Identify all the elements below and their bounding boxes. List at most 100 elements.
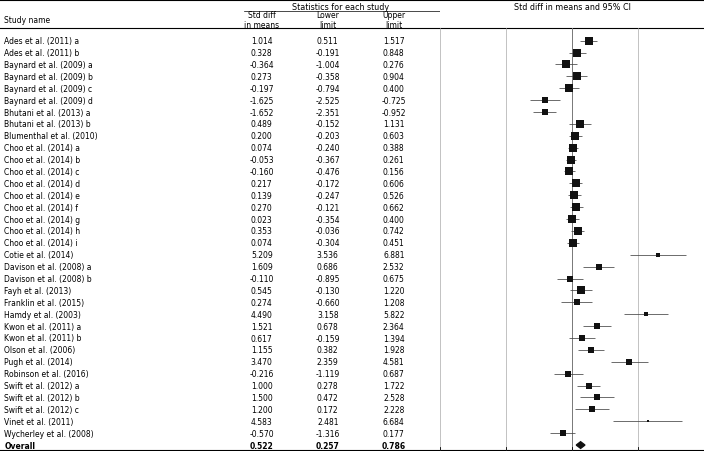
Text: Statistics for each study: Statistics for each study bbox=[292, 3, 389, 12]
Text: Choo et al. (2014) i: Choo et al. (2014) i bbox=[4, 239, 78, 248]
Text: 1.220: 1.220 bbox=[383, 286, 405, 295]
Text: Choo et al. (2014) e: Choo et al. (2014) e bbox=[4, 191, 80, 200]
Text: Choo et al. (2014) b: Choo et al. (2014) b bbox=[4, 156, 80, 165]
Text: 0.156: 0.156 bbox=[383, 168, 405, 177]
Text: 1.517: 1.517 bbox=[383, 37, 405, 46]
Text: -0.110: -0.110 bbox=[250, 274, 274, 283]
Text: Ades et al. (2011) b: Ades et al. (2011) b bbox=[4, 49, 80, 58]
Text: 0.489: 0.489 bbox=[251, 120, 272, 129]
Text: -0.172: -0.172 bbox=[315, 179, 340, 189]
Text: Kwon et al. (2011) b: Kwon et al. (2011) b bbox=[4, 334, 82, 343]
Text: -0.660: -0.660 bbox=[315, 298, 340, 307]
Text: -0.121: -0.121 bbox=[315, 203, 340, 212]
Text: Choo et al. (2014) g: Choo et al. (2014) g bbox=[4, 215, 80, 224]
Text: 0.617: 0.617 bbox=[251, 334, 272, 343]
Text: Std diff in means and 95% CI: Std diff in means and 95% CI bbox=[513, 3, 631, 12]
Text: 0.472: 0.472 bbox=[317, 393, 339, 402]
Text: -0.197: -0.197 bbox=[249, 84, 274, 93]
Text: Baynard et al. (2009) d: Baynard et al. (2009) d bbox=[4, 97, 93, 106]
Text: -0.203: -0.203 bbox=[315, 132, 340, 141]
Text: 1.014: 1.014 bbox=[251, 37, 272, 46]
Text: Baynard et al. (2009) b: Baynard et al. (2009) b bbox=[4, 73, 93, 82]
Text: Davison et al. (2008) b: Davison et al. (2008) b bbox=[4, 274, 92, 283]
Text: -0.191: -0.191 bbox=[315, 49, 340, 58]
Text: -0.160: -0.160 bbox=[249, 168, 274, 177]
Text: 0.217: 0.217 bbox=[251, 179, 272, 189]
Text: Vinet et al. (2011): Vinet et al. (2011) bbox=[4, 417, 74, 426]
Text: -0.247: -0.247 bbox=[315, 191, 340, 200]
Text: Blumenthal et al. (2010): Blumenthal et al. (2010) bbox=[4, 132, 98, 141]
Text: 0.177: 0.177 bbox=[383, 429, 405, 437]
Text: 0.742: 0.742 bbox=[383, 227, 405, 236]
Text: 0.139: 0.139 bbox=[251, 191, 272, 200]
Text: -2.525: -2.525 bbox=[315, 97, 340, 106]
Text: 0.274: 0.274 bbox=[251, 298, 272, 307]
Text: 0.273: 0.273 bbox=[251, 73, 272, 82]
Text: 1.155: 1.155 bbox=[251, 345, 272, 354]
Text: 1.200: 1.200 bbox=[251, 405, 272, 414]
Text: 6.684: 6.684 bbox=[383, 417, 405, 426]
Text: -1.119: -1.119 bbox=[315, 369, 340, 378]
Text: Robinson et al. (2016): Robinson et al. (2016) bbox=[4, 369, 89, 378]
Text: -0.895: -0.895 bbox=[315, 274, 340, 283]
Text: Cotie et al. (2014): Cotie et al. (2014) bbox=[4, 251, 74, 260]
Text: 0.786: 0.786 bbox=[382, 441, 406, 450]
Text: -0.216: -0.216 bbox=[250, 369, 274, 378]
Text: 2.364: 2.364 bbox=[383, 322, 405, 331]
Text: -0.794: -0.794 bbox=[315, 84, 340, 93]
Text: 0.511: 0.511 bbox=[317, 37, 339, 46]
Text: Swift et al. (2012) b: Swift et al. (2012) b bbox=[4, 393, 80, 402]
Text: 0.400: 0.400 bbox=[383, 84, 405, 93]
Text: 0.686: 0.686 bbox=[317, 262, 339, 272]
Text: Swift et al. (2012) c: Swift et al. (2012) c bbox=[4, 405, 80, 414]
Text: Olson et al. (2006): Olson et al. (2006) bbox=[4, 345, 75, 354]
Text: -0.358: -0.358 bbox=[315, 73, 340, 82]
Text: -0.570: -0.570 bbox=[249, 429, 274, 437]
Text: -0.036: -0.036 bbox=[315, 227, 340, 236]
Text: 1.000: 1.000 bbox=[251, 381, 272, 390]
Text: 2.359: 2.359 bbox=[317, 358, 339, 367]
Text: 0.545: 0.545 bbox=[251, 286, 272, 295]
Text: Bhutani et al. (2013) a: Bhutani et al. (2013) a bbox=[4, 108, 91, 117]
Text: 5.822: 5.822 bbox=[383, 310, 405, 319]
Text: -0.152: -0.152 bbox=[315, 120, 340, 129]
Text: 3.536: 3.536 bbox=[317, 251, 339, 260]
Text: -2.351: -2.351 bbox=[315, 108, 340, 117]
Text: 0.662: 0.662 bbox=[383, 203, 405, 212]
Text: -0.725: -0.725 bbox=[382, 97, 406, 106]
Text: -0.130: -0.130 bbox=[315, 286, 340, 295]
Text: Choo et al. (2014) c: Choo et al. (2014) c bbox=[4, 168, 80, 177]
Polygon shape bbox=[577, 442, 585, 448]
Text: 0.328: 0.328 bbox=[251, 49, 272, 58]
Text: 0.687: 0.687 bbox=[383, 369, 405, 378]
Text: 0.526: 0.526 bbox=[383, 191, 405, 200]
Text: 0.451: 0.451 bbox=[383, 239, 405, 248]
Text: 0.023: 0.023 bbox=[251, 215, 272, 224]
Text: 3.158: 3.158 bbox=[317, 310, 339, 319]
Text: 0.522: 0.522 bbox=[250, 441, 274, 450]
Text: 0.675: 0.675 bbox=[383, 274, 405, 283]
Text: Choo et al. (2014) a: Choo et al. (2014) a bbox=[4, 144, 80, 153]
Text: 1.722: 1.722 bbox=[383, 381, 405, 390]
Text: -1.316: -1.316 bbox=[315, 429, 340, 437]
Text: 4.581: 4.581 bbox=[383, 358, 405, 367]
Text: Study name: Study name bbox=[4, 16, 51, 25]
Text: 0.257: 0.257 bbox=[316, 441, 340, 450]
Text: 1.609: 1.609 bbox=[251, 262, 272, 272]
Text: Choo et al. (2014) d: Choo et al. (2014) d bbox=[4, 179, 80, 189]
Text: Kwon et al. (2011) a: Kwon et al. (2011) a bbox=[4, 322, 82, 331]
Text: -0.367: -0.367 bbox=[315, 156, 340, 165]
Text: 1.500: 1.500 bbox=[251, 393, 272, 402]
Text: -0.354: -0.354 bbox=[315, 215, 340, 224]
Text: Std diff
in means: Std diff in means bbox=[244, 10, 279, 30]
Text: Baynard et al. (2009) a: Baynard et al. (2009) a bbox=[4, 61, 93, 70]
Text: Wycherley et al. (2008): Wycherley et al. (2008) bbox=[4, 429, 94, 437]
Text: 0.074: 0.074 bbox=[251, 144, 272, 153]
Text: -1.625: -1.625 bbox=[250, 97, 274, 106]
Text: Choo et al. (2014) f: Choo et al. (2014) f bbox=[4, 203, 78, 212]
Text: 1.521: 1.521 bbox=[251, 322, 272, 331]
Text: 5.209: 5.209 bbox=[251, 251, 272, 260]
Text: 3.470: 3.470 bbox=[251, 358, 272, 367]
Text: 0.382: 0.382 bbox=[317, 345, 339, 354]
Text: -0.304: -0.304 bbox=[315, 239, 340, 248]
